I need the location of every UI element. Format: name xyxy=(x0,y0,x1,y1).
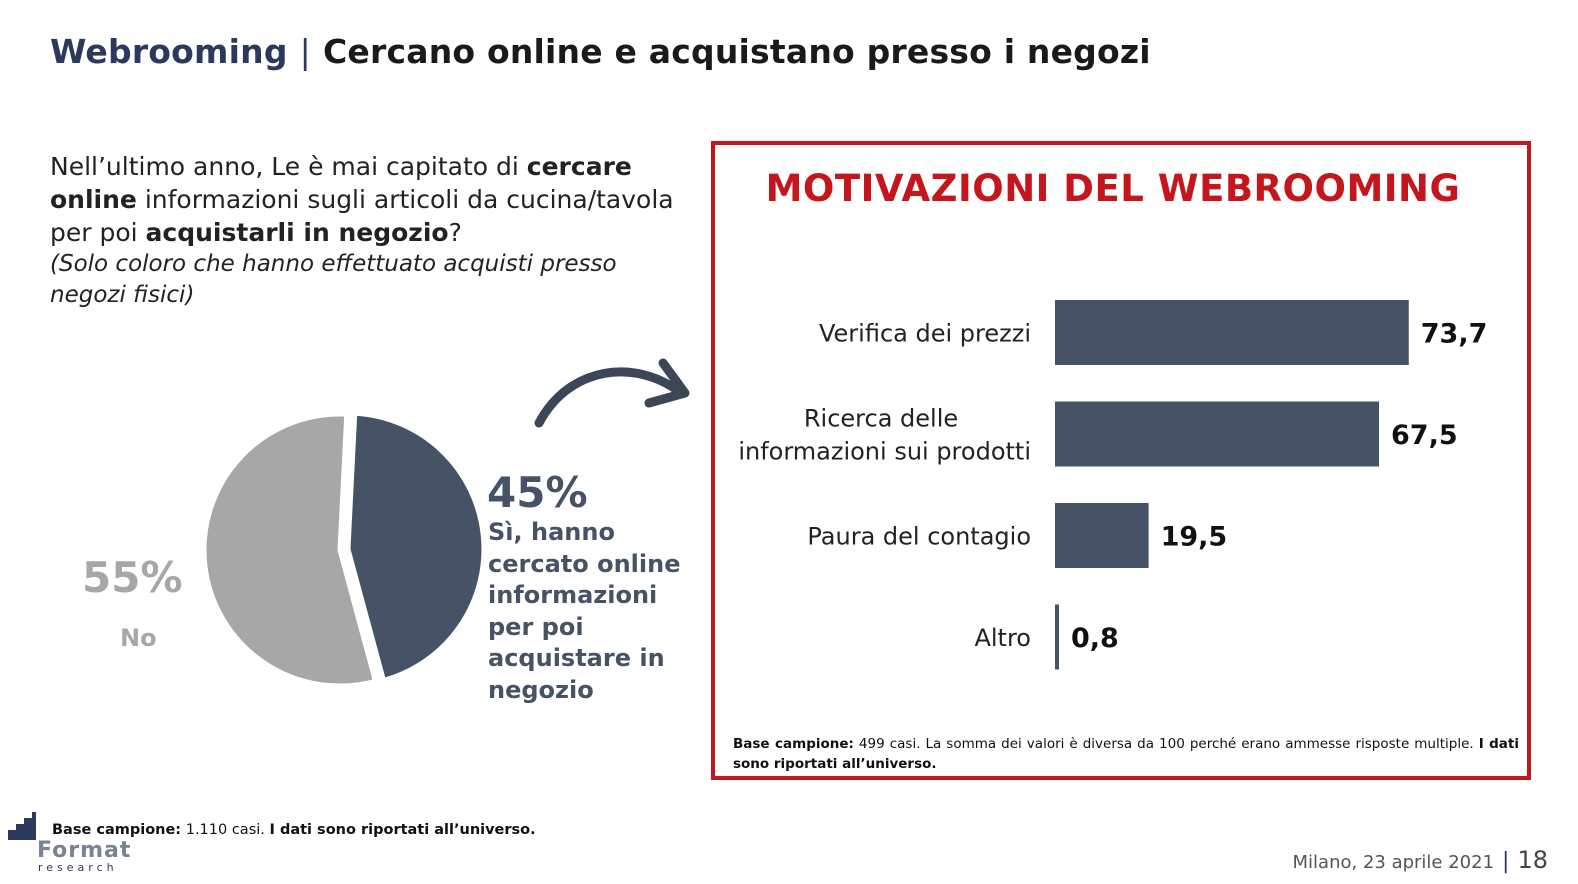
bar-value-label: 19,5 xyxy=(1161,522,1228,553)
bar-category-label: Paura del contagio xyxy=(807,523,1031,551)
page-number: 18 xyxy=(1517,846,1548,874)
question-text-3: ? xyxy=(448,218,462,247)
footer-base-note: Base campione: 1.110 casi. I dati sono r… xyxy=(52,822,536,838)
footer-note-bold-2: I dati sono riportati all’universo. xyxy=(269,822,536,838)
footer-place-date: Milano, 23 aprile 2021 xyxy=(1292,852,1495,873)
bar-category-label: Ricerca delle xyxy=(804,405,958,433)
logo-subtext: research xyxy=(38,861,118,874)
footer-note-text: 1.110 casi. xyxy=(181,822,270,838)
title-separator: | xyxy=(299,32,311,71)
motivations-bar-chart: 73,7 Verifica dei prezzi 67,5 Ricerca delle… xyxy=(738,300,1488,670)
panel-note-bold-2: I dati sono riportati all’universo. xyxy=(733,736,1519,772)
question-note: (Solo coloro che hanno effettuato acquis… xyxy=(50,251,617,308)
format-logo-icon xyxy=(8,812,36,840)
title-main: Webrooming xyxy=(50,32,288,71)
bar-value-label: 0,8 xyxy=(1071,623,1119,654)
bar-1 xyxy=(1055,401,1379,467)
panel-base-note: Base campione: 499 casi. La somma dei va… xyxy=(733,734,1519,774)
pie-chart xyxy=(201,410,487,689)
motivations-panel: MOTIVAZIONI DEL WEBROOMING 73,7 Verifica … xyxy=(711,141,1531,780)
bar-value-label: 73,7 xyxy=(1421,319,1488,350)
bar-category-label: Altro xyxy=(974,624,1031,652)
question-bold-2: acquistarli in negozio xyxy=(145,218,449,247)
panel-note-bold: Base campione: xyxy=(733,736,854,752)
pie-slice-no xyxy=(201,411,379,689)
pie-slice-yes xyxy=(345,410,487,684)
pie-no-percent: 55% xyxy=(82,553,183,602)
bar-category-label: Verifica dei prezzi xyxy=(819,320,1031,348)
pie-no-label: No xyxy=(120,624,157,652)
page-title: Webrooming | Cercano online e acquistano p… xyxy=(50,32,1151,71)
bar-0 xyxy=(1055,300,1409,365)
survey-question: Nell’ultimo anno, Le è mai capitato di c… xyxy=(50,150,690,311)
footer-separator: | xyxy=(1502,849,1510,874)
bar-category-label: informazioni sui prodotti xyxy=(738,438,1031,466)
logo-text: Format xyxy=(37,838,132,863)
question-text-2: informazioni sugli articoli da cucina/ta… xyxy=(50,185,674,247)
pie-yes-percent: 45% xyxy=(487,468,588,517)
panel-note-text: 499 casi. La somma dei valori è diversa … xyxy=(853,736,1479,752)
footer-note-bold: Base campione: xyxy=(52,822,182,838)
question-bold-1: cercare online xyxy=(50,152,632,214)
bar-value-label: 67,5 xyxy=(1391,420,1458,451)
panel-title: MOTIVAZIONI DEL WEBROOMING xyxy=(765,167,1461,210)
bar-3 xyxy=(1055,604,1059,670)
curved-arrow-icon xyxy=(534,358,690,428)
pie-yes-description: Sì, hanno cercato online informazioni pe… xyxy=(488,518,681,704)
bar-2 xyxy=(1055,503,1149,568)
title-sub: Cercano online e acquistano presso i neg… xyxy=(323,32,1151,71)
footer-meta: Milano, 23 aprile 2021 | 18 xyxy=(1293,846,1548,874)
question-text-1: Nell’ultimo anno, Le è mai capitato di xyxy=(50,152,527,181)
